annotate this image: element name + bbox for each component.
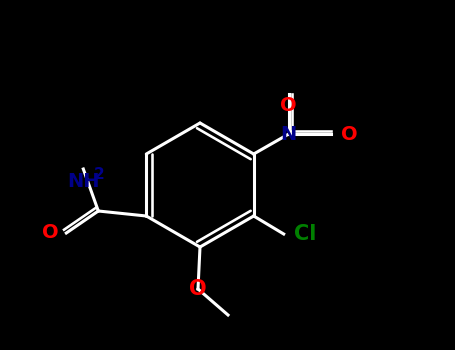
Text: O: O [341,125,357,144]
Text: O: O [280,96,297,115]
Text: O: O [42,224,58,243]
Text: 2: 2 [94,167,105,182]
Text: O: O [189,279,207,299]
Text: N: N [281,125,297,144]
Text: Cl: Cl [293,224,316,244]
Text: NH: NH [67,172,100,191]
